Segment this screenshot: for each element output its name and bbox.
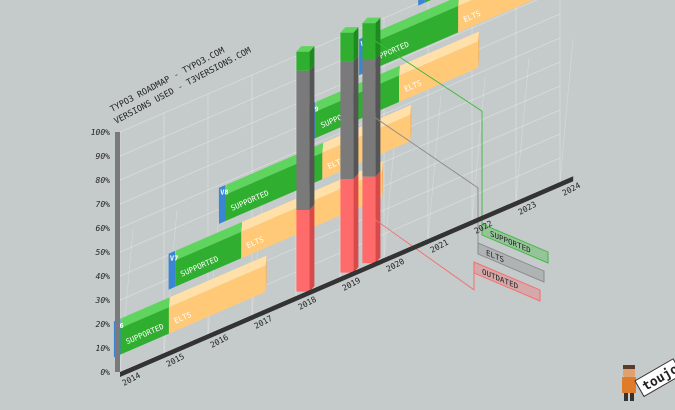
usage-elts-segment — [296, 70, 310, 210]
usage-supported-side — [309, 46, 315, 71]
floorline-2021 — [427, 95, 442, 240]
floorline-2022 — [471, 76, 486, 221]
y-tick-label: 60% — [96, 224, 111, 233]
x-axis-bar — [120, 176, 574, 377]
version-badge-v11 — [418, 0, 425, 6]
legend-swatch — [473, 261, 541, 302]
usage-supported-segment — [296, 51, 310, 71]
bar-v9-elts-top — [399, 31, 480, 76]
y-tick-label: 20% — [96, 320, 111, 329]
bar-v6-supported-top — [120, 297, 170, 329]
bar-v10-elts — [458, 0, 534, 33]
bar-v11-supported — [424, 0, 432, 3]
y-tick-label: 70% — [96, 200, 111, 209]
bar-v10-supported-top — [365, 0, 459, 46]
usage-supported-side — [353, 27, 359, 62]
usage-column-top — [296, 46, 315, 52]
bar-v6-elts-top — [168, 255, 267, 308]
bar-v9-elts — [399, 41, 479, 102]
version-badge-v7 — [168, 250, 176, 290]
y-tick-label: 40% — [96, 272, 111, 281]
legend-guide-supported — [375, 40, 483, 224]
version-label-v8: V8 — [220, 188, 228, 196]
legend-swatch — [477, 242, 545, 283]
bar-v10-elts-top — [458, 0, 472, 6]
y-tick-label: 30% — [95, 296, 111, 305]
y-tick-label: 90% — [96, 152, 111, 161]
usage-outdated-side — [309, 204, 315, 292]
version-badge-v8 — [218, 185, 226, 224]
chart-subtitle: VERSIONS USED - T3VERSIONS.COM — [113, 46, 253, 127]
y-tick-label: 10% — [96, 344, 111, 353]
bar-v6-elts-side — [265, 255, 267, 292]
usage-outdated-side — [353, 173, 359, 273]
y-axis-bar — [115, 132, 120, 372]
usage-outdated-segment — [296, 210, 310, 292]
bar-v7-supported — [175, 231, 242, 287]
usage-column-0 — [296, 46, 315, 292]
usage-elts-side — [353, 55, 359, 179]
floorline-2024 — [559, 38, 574, 183]
y-tick-label: 50% — [96, 248, 111, 257]
bar-v10-supported — [365, 6, 459, 73]
y-tick-label: 0% — [100, 368, 110, 377]
gridline-y-90 — [119, 0, 483, 157]
chart-title: TYPO3 ROADMAP - TYPO3.COM — [109, 46, 227, 115]
version-label-v7: V7 — [170, 254, 178, 262]
gridline-y-60 — [119, 37, 561, 229]
logo-text: toujo — [640, 362, 675, 395]
usage-elts-side — [309, 65, 315, 210]
usage-column-1 — [340, 27, 359, 273]
usage-columns — [296, 17, 381, 292]
usage-elts-segment — [362, 59, 376, 177]
bar-v8-elts-side — [410, 104, 412, 142]
gridline-y-80 — [119, 0, 538, 181]
usage-column-top — [362, 17, 381, 24]
usage-outdated-segment — [340, 179, 354, 273]
floorline-2023 — [515, 57, 530, 202]
legend-guide-elts — [375, 117, 479, 243]
usage-column-2 — [362, 17, 381, 264]
y-axis: 0% 10% 20% 30% 40% 50% 60% 70% 80% 90% 100% — [91, 128, 120, 377]
toujo-logo: toujo — [622, 358, 675, 401]
usage-outdated-segment — [362, 176, 376, 264]
y-tick-label: 100% — [91, 128, 110, 137]
gridline-y-100 — [119, 0, 427, 133]
usage-supported-segment — [340, 32, 354, 62]
bar-v6-elts — [168, 265, 266, 334]
usage-elts-segment — [340, 61, 354, 179]
legend-swatch — [481, 223, 549, 264]
mascot-icon — [622, 365, 636, 401]
bar-v6-supported — [120, 307, 169, 355]
bar-v9-elts-side — [478, 31, 480, 68]
y-tick-label: 80% — [96, 176, 111, 185]
usage-outdated-side — [375, 171, 381, 264]
bar-v7-supported-top — [175, 222, 243, 261]
bar-v7-elts-side — [382, 161, 383, 198]
usage-column-top — [340, 27, 359, 33]
usage-supported-side — [375, 17, 381, 60]
usage-supported-segment — [362, 23, 376, 60]
usage-elts-side — [375, 53, 381, 177]
